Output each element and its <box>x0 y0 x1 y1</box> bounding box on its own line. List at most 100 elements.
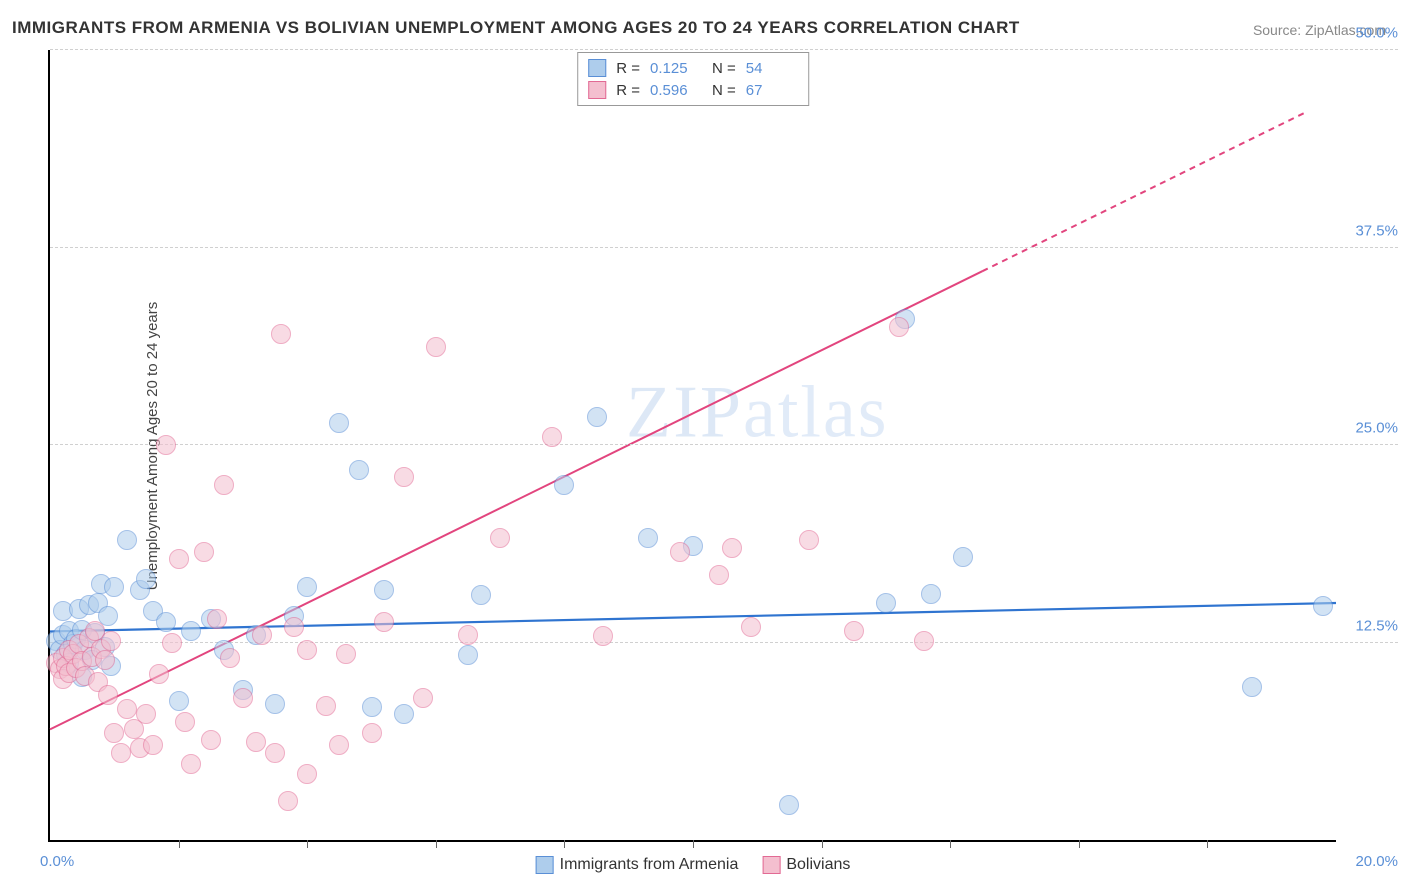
data-point-bolivians <box>271 324 291 344</box>
gridline-h <box>50 444 1398 445</box>
gridline-h <box>50 49 1398 50</box>
data-point-bolivians <box>374 612 394 632</box>
data-point-armenia <box>329 413 349 433</box>
data-point-armenia <box>587 407 607 427</box>
data-point-bolivians <box>278 791 298 811</box>
y-tick-label: 37.5% <box>1355 222 1398 239</box>
legend-swatch <box>762 856 780 874</box>
data-point-bolivians <box>394 467 414 487</box>
trendline-bolivians <box>50 271 982 729</box>
data-point-bolivians <box>670 542 690 562</box>
data-point-bolivians <box>426 337 446 357</box>
data-point-bolivians <box>111 743 131 763</box>
data-point-armenia <box>265 694 285 714</box>
data-point-armenia <box>921 584 941 604</box>
data-point-bolivians <box>156 435 176 455</box>
legend-row: R = 0.125 N = 54 <box>588 57 798 79</box>
data-point-armenia <box>1242 677 1262 697</box>
x-tick <box>822 840 823 848</box>
data-point-bolivians <box>175 712 195 732</box>
legend-swatch <box>588 81 606 99</box>
data-point-armenia <box>349 460 369 480</box>
data-point-bolivians <box>490 528 510 548</box>
data-point-armenia <box>779 795 799 815</box>
data-point-bolivians <box>246 732 266 752</box>
data-point-armenia <box>1313 596 1333 616</box>
data-point-armenia <box>638 528 658 548</box>
legend-n-value: 67 <box>746 82 798 99</box>
data-point-bolivians <box>284 617 304 637</box>
data-point-armenia <box>554 475 574 495</box>
trendline-bolivians-extrapolated <box>982 113 1304 271</box>
legend-label: Bolivians <box>786 856 850 873</box>
legend-item: Immigrants from Armenia <box>536 856 739 874</box>
trend-lines-layer <box>50 50 1336 840</box>
legend-swatch <box>536 856 554 874</box>
series-legend: Immigrants from Armenia Bolivians <box>536 856 851 874</box>
data-point-bolivians <box>252 625 272 645</box>
data-point-armenia <box>458 645 478 665</box>
data-point-bolivians <box>181 754 201 774</box>
gridline-h <box>50 247 1398 248</box>
data-point-bolivians <box>844 621 864 641</box>
data-point-armenia <box>136 569 156 589</box>
data-point-bolivians <box>101 631 121 651</box>
data-point-bolivians <box>542 427 562 447</box>
data-point-bolivians <box>124 719 144 739</box>
data-point-bolivians <box>95 650 115 670</box>
data-point-bolivians <box>297 764 317 784</box>
data-point-armenia <box>169 691 189 711</box>
data-point-armenia <box>362 697 382 717</box>
data-point-bolivians <box>458 625 478 645</box>
data-point-bolivians <box>722 538 742 558</box>
y-tick-label: 25.0% <box>1355 420 1398 437</box>
y-tick-label: 50.0% <box>1355 25 1398 42</box>
data-point-armenia <box>104 577 124 597</box>
data-point-bolivians <box>98 685 118 705</box>
x-tick <box>179 840 180 848</box>
legend-n-value: 54 <box>746 60 798 77</box>
data-point-bolivians <box>265 743 285 763</box>
data-point-bolivians <box>169 549 189 569</box>
data-point-armenia <box>394 704 414 724</box>
data-point-bolivians <box>329 735 349 755</box>
legend-n-label: N = <box>712 82 736 99</box>
legend-r-value: 0.596 <box>650 82 702 99</box>
data-point-armenia <box>471 585 491 605</box>
data-point-bolivians <box>741 617 761 637</box>
data-point-bolivians <box>220 648 240 668</box>
chart-title: IMMIGRANTS FROM ARMENIA VS BOLIVIAN UNEM… <box>12 18 1020 38</box>
data-point-armenia <box>297 577 317 597</box>
legend-r-label: R = <box>616 60 640 77</box>
x-tick <box>693 840 694 848</box>
data-point-bolivians <box>799 530 819 550</box>
data-point-bolivians <box>136 704 156 724</box>
legend-swatch <box>588 59 606 77</box>
legend-r-value: 0.125 <box>650 60 702 77</box>
data-point-bolivians <box>214 475 234 495</box>
data-point-armenia <box>156 612 176 632</box>
legend-item: Bolivians <box>762 856 850 874</box>
data-point-bolivians <box>194 542 214 562</box>
x-tick <box>564 840 565 848</box>
data-point-bolivians <box>297 640 317 660</box>
x-tick <box>307 840 308 848</box>
x-axis-max-label: 20.0% <box>1355 853 1398 870</box>
x-axis-origin-label: 0.0% <box>40 853 74 870</box>
legend-row: R =0.596N =67 <box>588 79 798 101</box>
data-point-bolivians <box>362 723 382 743</box>
data-point-armenia <box>876 593 896 613</box>
trendline-armenia <box>50 603 1336 631</box>
x-tick <box>436 840 437 848</box>
data-point-bolivians <box>336 644 356 664</box>
legend-label: Immigrants from Armenia <box>560 856 739 873</box>
legend-n-label: N = <box>712 60 736 77</box>
data-point-armenia <box>374 580 394 600</box>
y-tick-label: 12.5% <box>1355 617 1398 634</box>
data-point-armenia <box>181 621 201 641</box>
x-tick <box>1079 840 1080 848</box>
data-point-bolivians <box>117 699 137 719</box>
data-point-bolivians <box>162 633 182 653</box>
data-point-bolivians <box>889 317 909 337</box>
data-point-armenia <box>117 530 137 550</box>
